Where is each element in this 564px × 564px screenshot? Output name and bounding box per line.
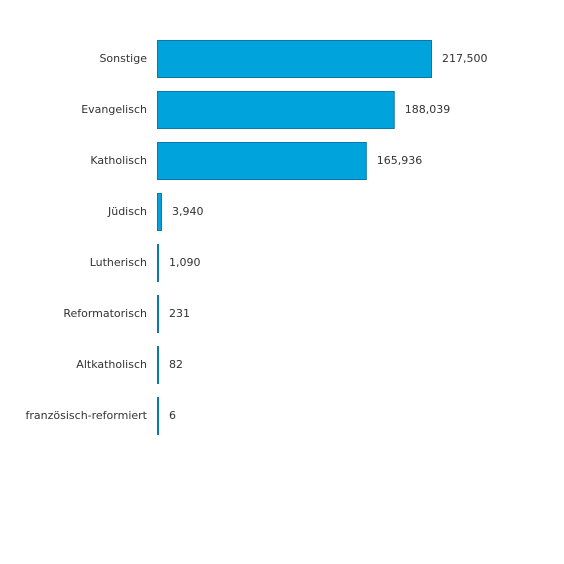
- value-labels-group: 217,500 188,039 165,936 3,940 1,090 231 82 6: [169, 52, 488, 422]
- category-label: Evangelisch: [81, 103, 147, 116]
- value-label: 82: [169, 358, 183, 371]
- value-label: 3,940: [172, 205, 204, 218]
- value-label: 6: [169, 409, 176, 422]
- bar-2: [157, 91, 395, 129]
- category-label: französisch-reformiert: [26, 409, 148, 422]
- value-label: 231: [169, 307, 190, 320]
- bar-6: [157, 295, 159, 333]
- bar-5: [157, 244, 159, 282]
- value-label: 217,500: [442, 52, 488, 65]
- bar-3: [157, 142, 367, 180]
- category-label: Lutherisch: [90, 256, 147, 269]
- category-label: Jüdisch: [107, 205, 147, 218]
- bar-7: [157, 346, 159, 384]
- category-label: Altkatholisch: [76, 358, 147, 371]
- bars-group: [157, 40, 432, 435]
- category-label: Katholisch: [90, 154, 147, 167]
- bar-8: [157, 397, 159, 435]
- value-label: 165,936: [377, 154, 423, 167]
- category-label: Reformatorisch: [63, 307, 147, 320]
- category-label: Sonstige: [99, 52, 147, 65]
- category-labels-group: Sonstige Evangelisch Katholisch Jüdisch Luth…: [26, 52, 148, 422]
- bar-4: [157, 193, 162, 231]
- value-label: 188,039: [405, 103, 451, 116]
- bar-1: [157, 40, 432, 78]
- value-label: 1,090: [169, 256, 201, 269]
